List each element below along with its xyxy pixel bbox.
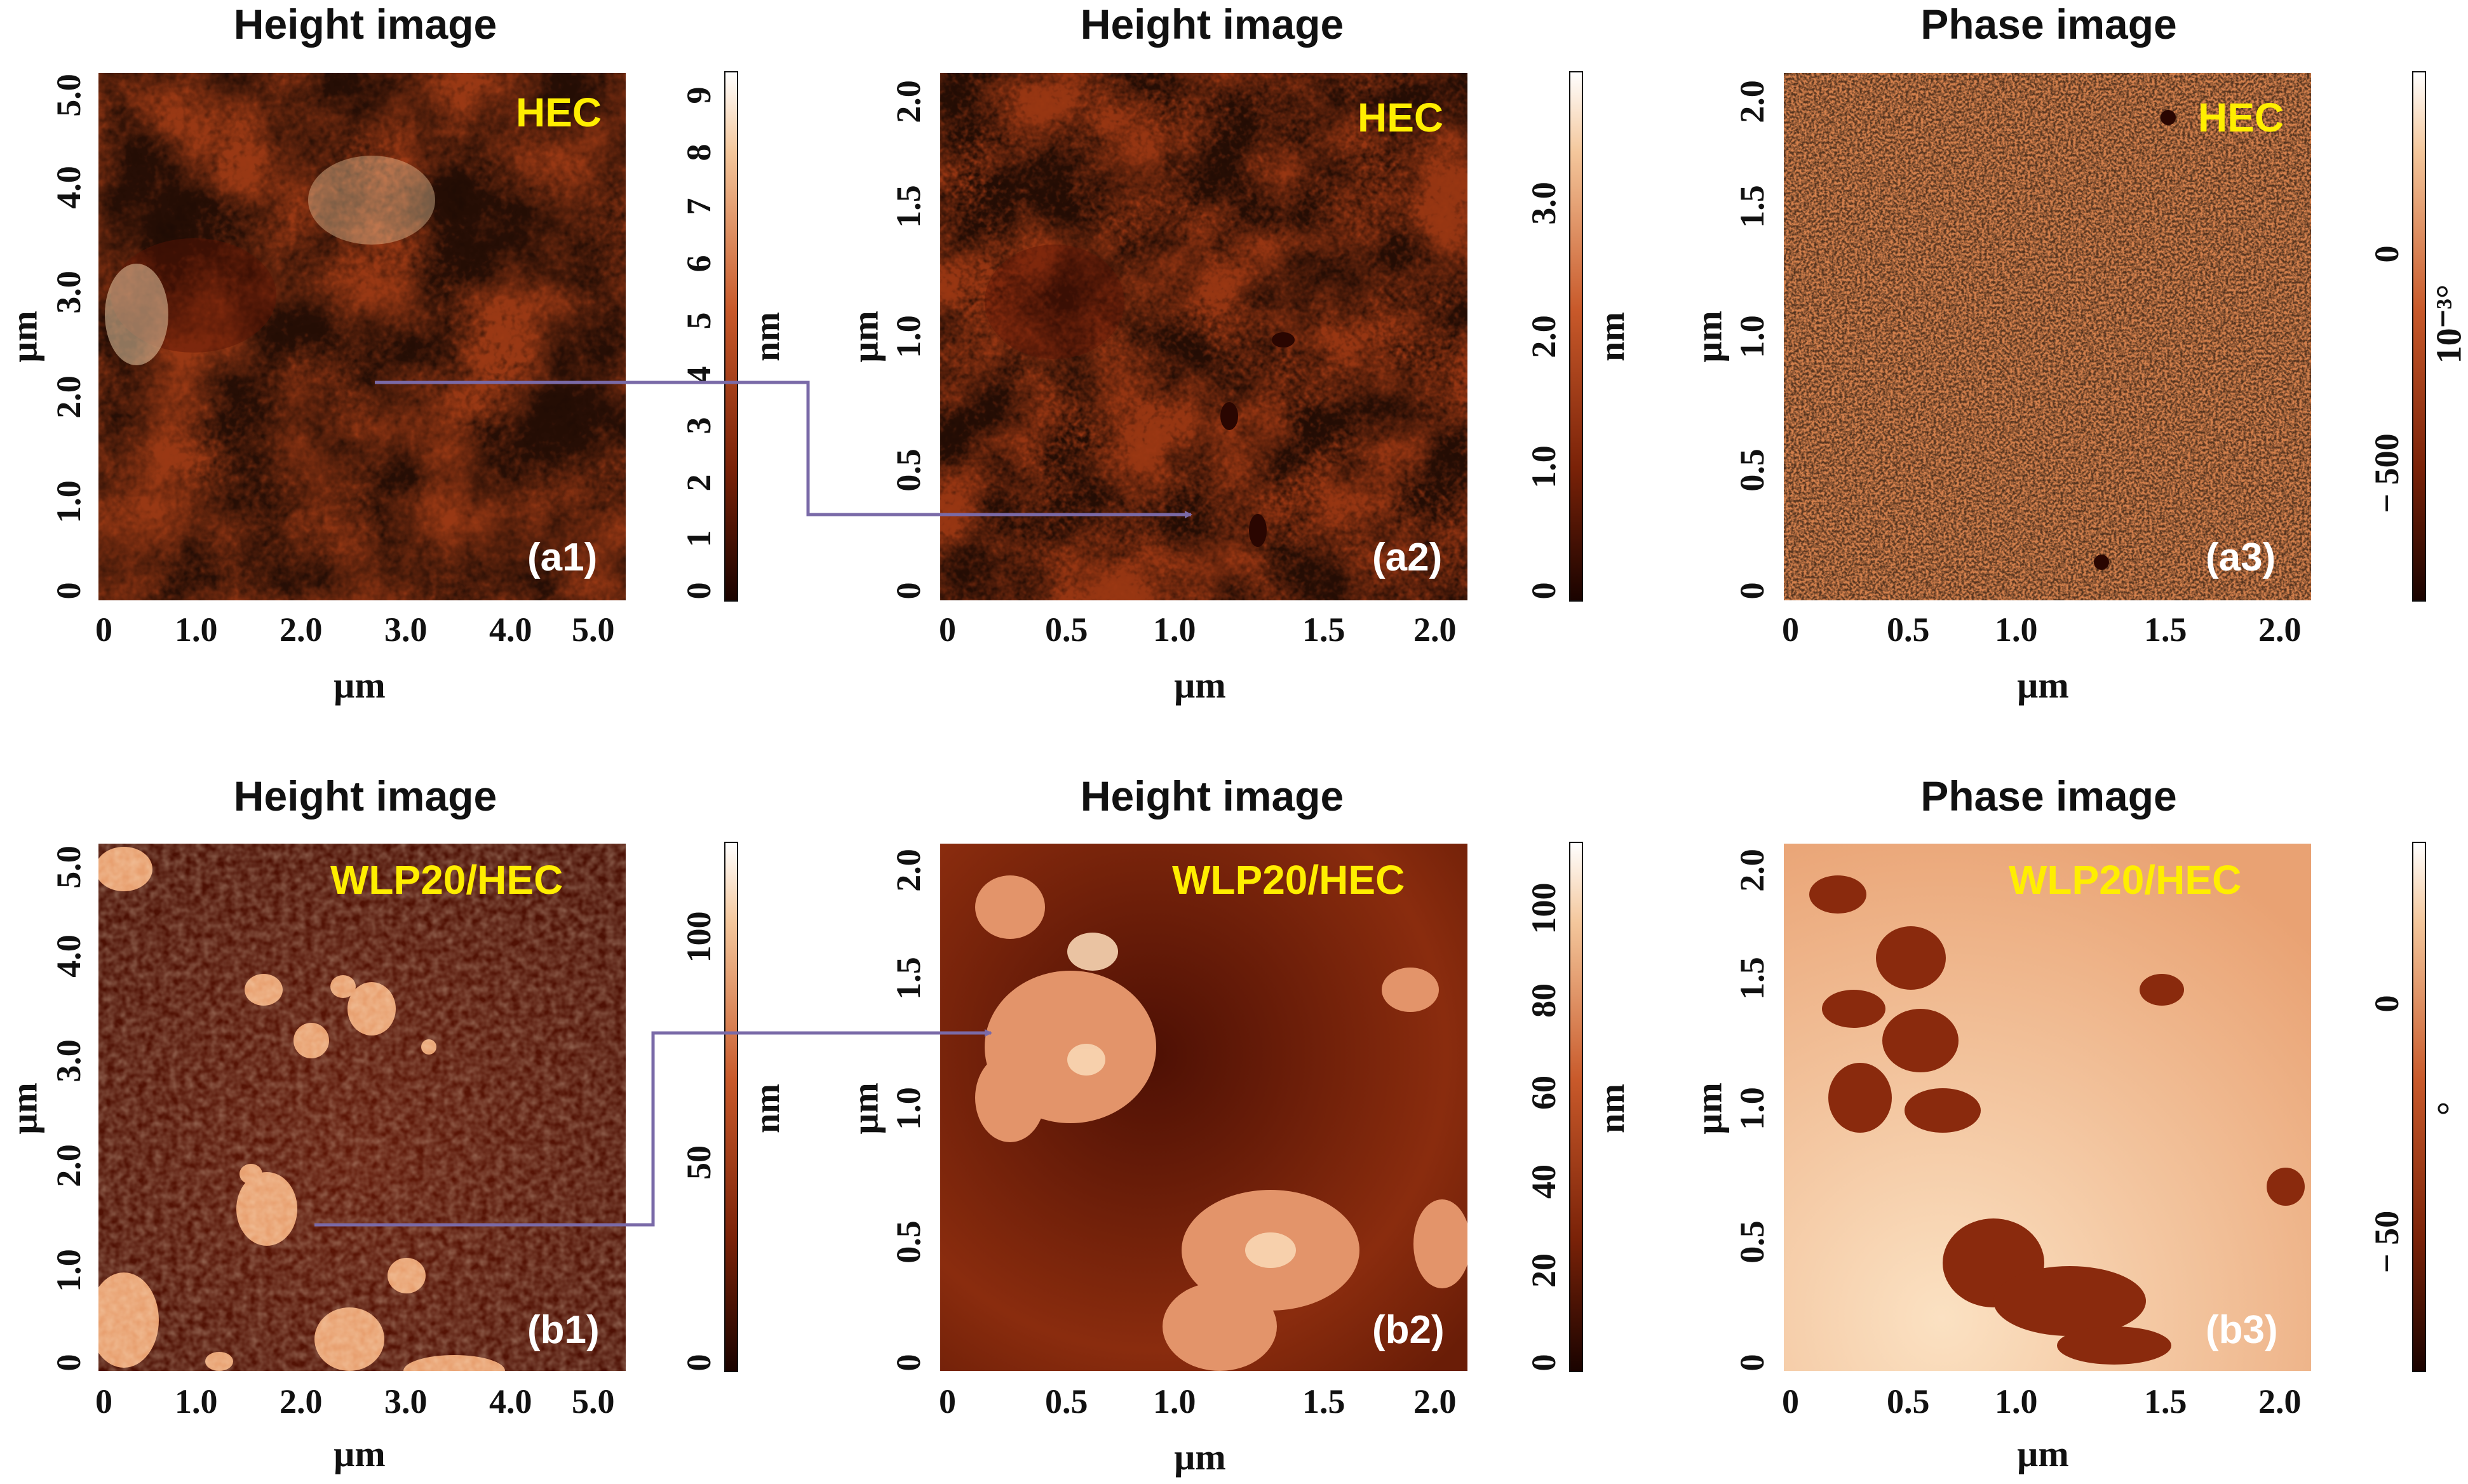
sample-label-a1: HEC xyxy=(516,90,602,135)
x-tick: 0 xyxy=(1782,1382,1799,1420)
zoom-arrow-b xyxy=(314,1029,992,1227)
x-tick: 0 xyxy=(1782,610,1799,649)
x-tick: 1.5 xyxy=(2144,1382,2187,1420)
x-axis-label: µm xyxy=(334,664,386,706)
x-tick: 1.0 xyxy=(175,610,218,649)
colorbar-b2 xyxy=(1569,842,1583,1372)
x-axis-label: µm xyxy=(2017,1433,2069,1474)
zoom-arrow-a xyxy=(375,381,1192,518)
sample-label-b2: WLP20/HEC xyxy=(1172,857,1405,903)
sample-label-a2: HEC xyxy=(1358,95,1444,140)
panel-b2-title: Height image xyxy=(1080,772,1344,820)
panel-label-b3: (b3) xyxy=(2206,1308,2278,1352)
x-tick: 0.5 xyxy=(1887,1382,1930,1420)
panel-a3-title: Phase image xyxy=(1920,1,2177,48)
x-tick: 0.5 xyxy=(1045,610,1088,649)
colorbar-b1 xyxy=(724,842,738,1372)
sample-label-b1: WLP20/HEC xyxy=(330,857,563,903)
x-tick: 2.0 xyxy=(1413,610,1457,649)
x-tick: 2.0 xyxy=(1413,1382,1457,1420)
afm-image-a2 xyxy=(940,73,1467,600)
x-tick: 2.0 xyxy=(2258,610,2302,649)
x-tick: 0.5 xyxy=(1887,610,1930,649)
panel-b3-title: Phase image xyxy=(1920,772,2177,820)
afm-image-b2 xyxy=(940,844,1467,1371)
sample-label-a3: HEC xyxy=(2198,95,2284,140)
x-tick: 1.0 xyxy=(175,1382,218,1420)
panel-label-a2: (a2) xyxy=(1372,536,1443,579)
x-tick: 5.0 xyxy=(572,610,615,649)
x-tick: 4.0 xyxy=(489,1382,532,1420)
sample-label-b3: WLP20/HEC xyxy=(2009,857,2242,903)
x-tick: 2.0 xyxy=(280,610,323,649)
x-axis-label: µm xyxy=(1174,1436,1226,1478)
x-tick: 3.0 xyxy=(384,1382,428,1420)
panel-a2-title: Height image xyxy=(1080,1,1344,48)
panel-label-a3: (a3) xyxy=(2206,536,2276,579)
x-tick: 1.0 xyxy=(1995,1382,2038,1420)
x-tick: 0 xyxy=(939,1382,956,1420)
afm-image-b3 xyxy=(1784,844,2311,1371)
x-tick: 1.0 xyxy=(1153,610,1196,649)
x-tick: 0.5 xyxy=(1045,1382,1088,1420)
x-tick: 3.0 xyxy=(384,610,428,649)
x-tick: 4.0 xyxy=(489,610,532,649)
x-axis-label: µm xyxy=(334,1433,386,1474)
x-tick: 0 xyxy=(95,610,112,649)
colorbar-b3 xyxy=(2412,842,2426,1372)
x-axis-label: µm xyxy=(1174,664,1226,706)
x-tick: 0 xyxy=(95,1382,112,1420)
panel-b1-title: Height image xyxy=(233,772,497,820)
afm-image-b1 xyxy=(98,844,626,1371)
x-tick: 0 xyxy=(939,610,956,649)
x-tick: 1.5 xyxy=(1302,1382,1345,1420)
x-tick: 2.0 xyxy=(280,1382,323,1420)
x-tick: 1.5 xyxy=(1302,610,1345,649)
x-tick: 5.0 xyxy=(572,1382,615,1420)
panel-label-b2: (b2) xyxy=(1372,1308,1445,1352)
panel-label-b1: (b1) xyxy=(527,1308,600,1352)
panel-label-a1: (a1) xyxy=(527,536,598,579)
colorbar-a3 xyxy=(2412,71,2426,602)
panel-a1-title: Height image xyxy=(233,1,497,48)
afm-image-a1 xyxy=(98,73,626,600)
colorbar-a2 xyxy=(1569,71,1583,602)
x-tick: 1.5 xyxy=(2144,610,2187,649)
x-tick: 1.0 xyxy=(1153,1382,1196,1420)
x-axis-label: µm xyxy=(2017,664,2069,706)
afm-image-a3 xyxy=(1784,73,2311,600)
colorbar-a1 xyxy=(724,71,738,602)
x-tick: 1.0 xyxy=(1995,610,2038,649)
x-tick: 2.0 xyxy=(2258,1382,2302,1420)
